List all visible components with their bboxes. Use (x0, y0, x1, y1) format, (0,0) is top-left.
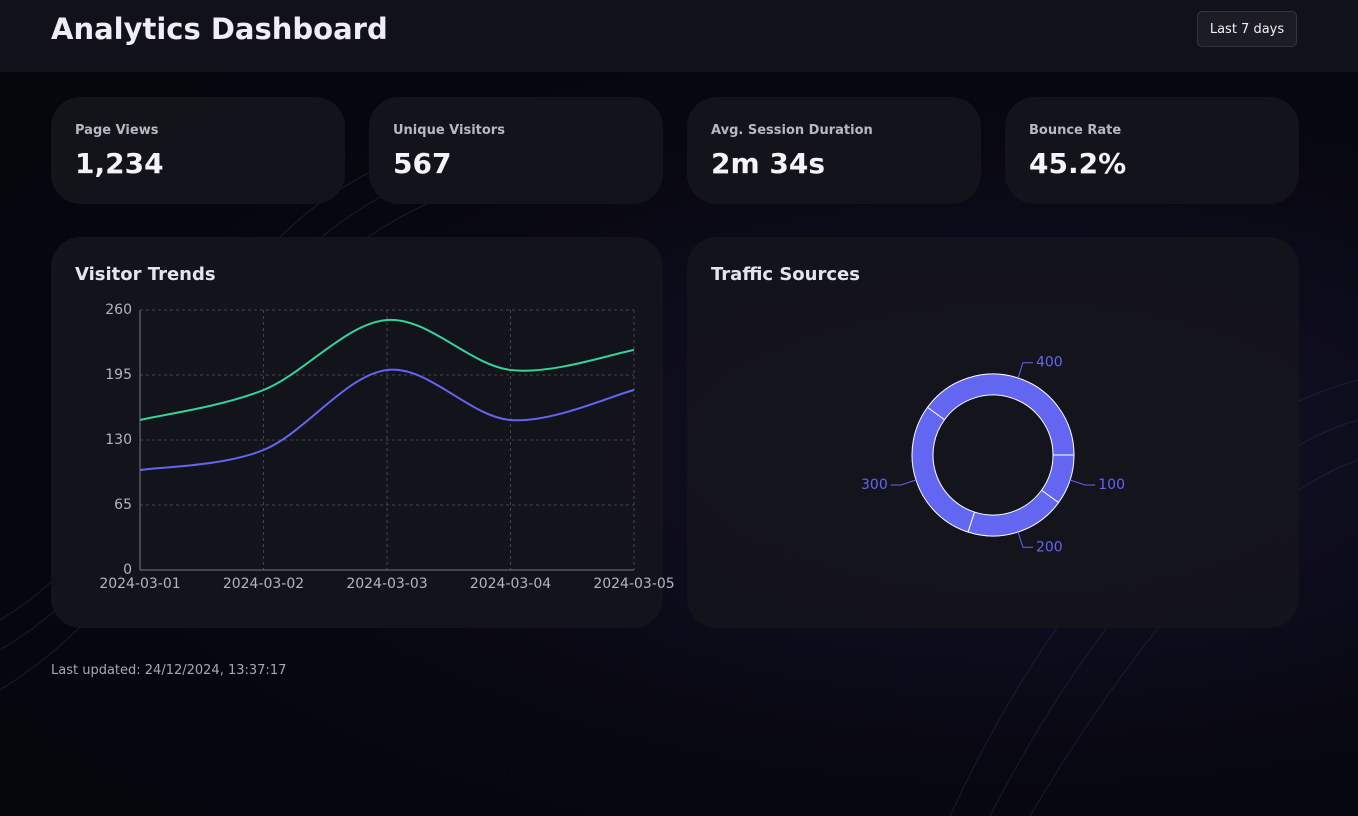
chart-title: Visitor Trends (75, 264, 216, 285)
stat-label: Page Views (75, 123, 159, 138)
label-line (890, 479, 917, 486)
y-tick-label: 130 (105, 432, 132, 448)
range-button[interactable]: Last 7 days (1197, 11, 1297, 47)
chart-card: Traffic Sources (687, 237, 1299, 628)
header: Analytics Dashboard Last 7 days (0, 0, 1358, 72)
stat-card: Bounce Rate 45.2% (1005, 97, 1299, 204)
stat-card: Page Views 1,234 (51, 97, 345, 204)
x-tick-label: 2024-03-05 (593, 576, 674, 592)
y-tick-label: 65 (114, 497, 132, 513)
stat-card: Unique Visitors 567 (369, 97, 663, 204)
line-series (139, 368, 635, 471)
stat-card: Avg. Session Duration 2m 34s (687, 97, 981, 204)
label-line (1069, 479, 1096, 486)
donut-segment (911, 406, 976, 533)
dashboard-title: Analytics Dashboard (51, 12, 388, 46)
y-tick-label: 260 (105, 302, 132, 318)
x-tick-label: 2024-03-03 (346, 576, 427, 592)
y-tick-label: 0 (123, 562, 132, 578)
donut-segment (926, 373, 1075, 456)
x-tick-label: 2024-03-01 (99, 576, 180, 592)
data-label: 100 (1098, 477, 1125, 493)
stat-value: 45.2% (1029, 147, 1127, 180)
line-series (139, 318, 635, 421)
stat-label: Avg. Session Duration (711, 123, 873, 138)
stat-value: 2m 34s (711, 147, 826, 180)
x-tick-label: 2024-03-02 (223, 576, 304, 592)
stat-value: 1,234 (75, 147, 164, 180)
stat-label: Unique Visitors (393, 123, 505, 138)
chart-card: Visitor Trends (51, 237, 663, 628)
last-updated: Last updated: 24/12/2024, 13:37:17 (51, 663, 287, 678)
label-line (1017, 362, 1033, 379)
label-line (1017, 531, 1033, 548)
donut-segment (967, 489, 1060, 537)
data-label: 400 (1036, 355, 1063, 371)
x-tick-label: 2024-03-04 (470, 576, 551, 592)
y-tick-label: 195 (105, 367, 132, 383)
data-label: 200 (1036, 539, 1063, 555)
stat-label: Bounce Rate (1029, 123, 1122, 138)
chart-title: Traffic Sources (711, 264, 860, 285)
data-label: 300 (861, 477, 888, 493)
stat-value: 567 (393, 147, 452, 180)
